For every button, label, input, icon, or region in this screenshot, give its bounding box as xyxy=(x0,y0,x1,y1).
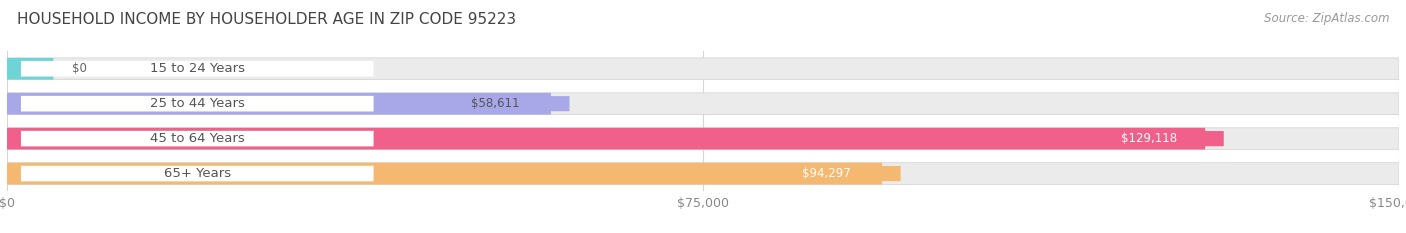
Text: $58,611: $58,611 xyxy=(471,97,519,110)
FancyBboxPatch shape xyxy=(420,96,569,111)
FancyBboxPatch shape xyxy=(7,128,1399,150)
FancyBboxPatch shape xyxy=(7,93,551,115)
FancyBboxPatch shape xyxy=(21,166,374,181)
Text: 65+ Years: 65+ Years xyxy=(163,167,231,180)
FancyBboxPatch shape xyxy=(7,58,53,80)
Text: Source: ZipAtlas.com: Source: ZipAtlas.com xyxy=(1264,12,1389,25)
Text: 15 to 24 Years: 15 to 24 Years xyxy=(150,62,245,75)
FancyBboxPatch shape xyxy=(7,93,1399,115)
Text: $0: $0 xyxy=(72,62,87,75)
FancyBboxPatch shape xyxy=(7,163,882,185)
FancyBboxPatch shape xyxy=(7,58,1399,80)
Text: HOUSEHOLD INCOME BY HOUSEHOLDER AGE IN ZIP CODE 95223: HOUSEHOLD INCOME BY HOUSEHOLDER AGE IN Z… xyxy=(17,12,516,27)
FancyBboxPatch shape xyxy=(21,61,374,76)
FancyBboxPatch shape xyxy=(1076,131,1223,146)
Text: 25 to 44 Years: 25 to 44 Years xyxy=(150,97,245,110)
FancyBboxPatch shape xyxy=(7,163,1399,185)
FancyBboxPatch shape xyxy=(21,96,374,111)
FancyBboxPatch shape xyxy=(21,131,374,146)
Text: $129,118: $129,118 xyxy=(1122,132,1178,145)
FancyBboxPatch shape xyxy=(752,166,901,181)
Text: 45 to 64 Years: 45 to 64 Years xyxy=(150,132,245,145)
Text: $94,297: $94,297 xyxy=(801,167,851,180)
FancyBboxPatch shape xyxy=(7,128,1205,150)
